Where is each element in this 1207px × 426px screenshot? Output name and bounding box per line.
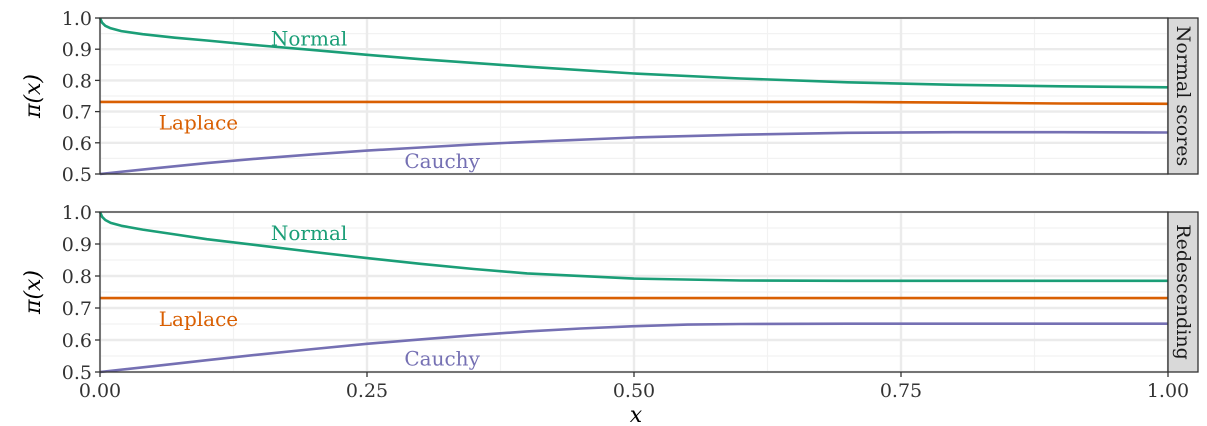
y-axis-title-bottom: π(x): [21, 270, 46, 315]
x-tick-label: 0.00: [79, 380, 121, 402]
panel-1-series-line-cauchy: [99, 322, 1168, 374]
panel-0-y-tick-label: 0.7: [62, 102, 92, 124]
panel-1-series-label-normal: Normal: [271, 221, 347, 245]
panel-1-y-tick-label: 0.7: [62, 298, 92, 320]
panel-0-y-tick-label: 0.8: [62, 70, 92, 92]
panel-1-y-tick-label: 0.8: [62, 266, 92, 288]
panel-1-series-label-laplace: Laplace: [159, 307, 238, 331]
y-axis-title-top: π(x): [21, 74, 46, 119]
panel-1-strip-label: Redescending: [1172, 224, 1194, 359]
x-axis-title: x: [630, 403, 643, 426]
panel-1-series-line-normal: [98, 211, 1168, 283]
panel-0-strip-label: Normal scores: [1172, 26, 1194, 167]
panel-0-series-line-normal: [98, 17, 1169, 89]
panel-1-y-tick-label: 1.0: [62, 202, 92, 224]
panel-0-y-tick-label: 1.0: [62, 8, 92, 30]
panel-1-strip: [1167, 211, 1199, 373]
panel-0-series-label-normal: Normal: [271, 26, 347, 50]
panel-1-series-label-cauchy: Cauchy: [404, 347, 480, 371]
x-tick-label: 1.00: [1147, 380, 1189, 402]
panel-0-strip: [1167, 17, 1199, 175]
panel-1-y-tick-label: 0.9: [62, 234, 92, 256]
panel-0-series-label-cauchy: Cauchy: [404, 149, 480, 173]
panel-0-series-line-cauchy: [99, 130, 1169, 176]
x-tick-label: 0.25: [346, 380, 388, 402]
panel-1-y-tick-label: 0.6: [62, 330, 92, 352]
x-tick-label: 0.75: [880, 380, 922, 402]
panel-0-y-tick-label: 0.5: [62, 164, 92, 186]
x-tick-label: 0.50: [613, 380, 655, 402]
panel-0-y-tick-label: 0.6: [62, 133, 92, 155]
panel-0-series-label-laplace: Laplace: [159, 111, 238, 135]
panel-1-y-tick-label: 0.5: [62, 362, 92, 384]
panel-0-y-tick-label: 0.9: [62, 39, 92, 61]
panel-0-series-line-laplace: [100, 100, 1169, 106]
